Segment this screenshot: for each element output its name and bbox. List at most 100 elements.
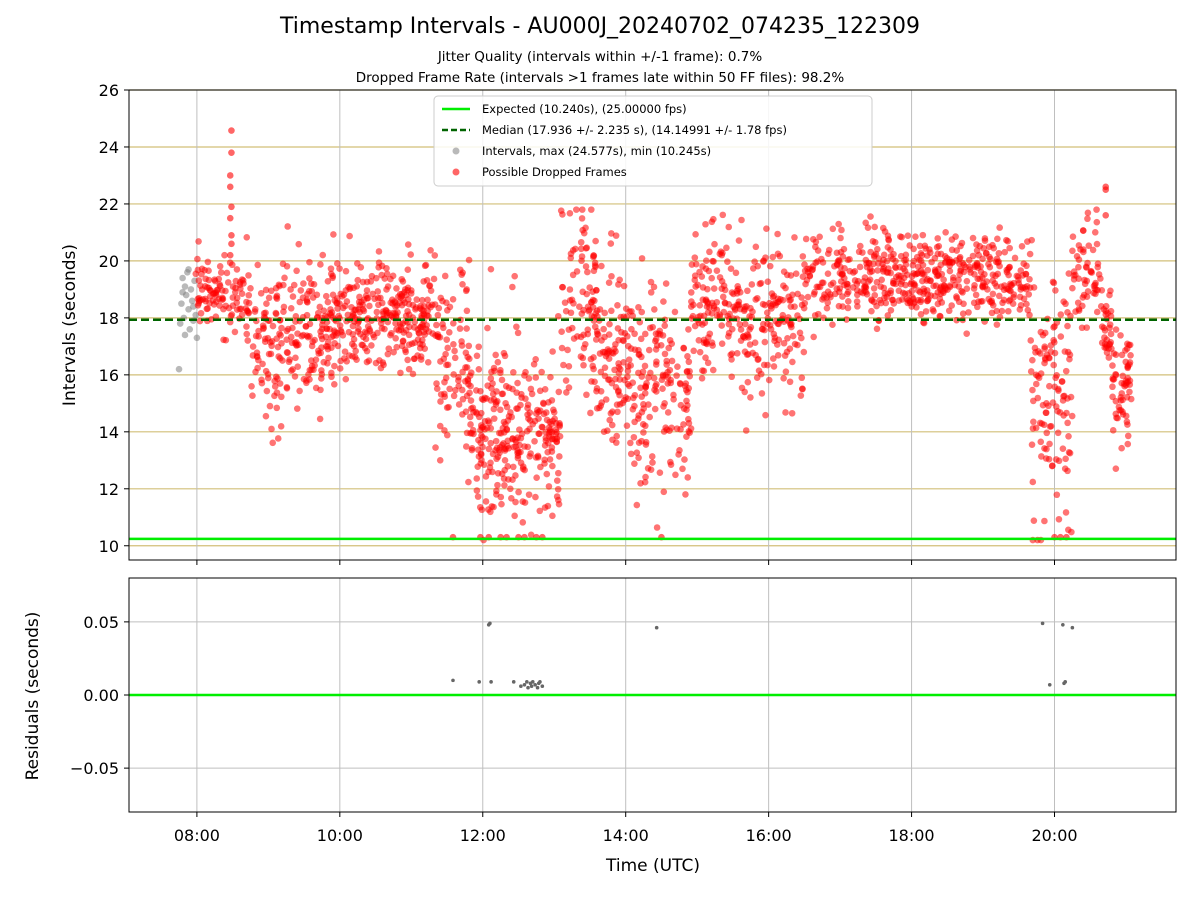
dropped-frame-point <box>496 429 503 437</box>
dropped-frame-point <box>462 408 470 415</box>
dropped-frame-point <box>1068 412 1076 420</box>
dropped-frame-point <box>330 381 338 388</box>
dropped-frame-point <box>691 272 699 279</box>
dropped-frame-point <box>463 364 471 371</box>
dropped-frame-point <box>525 375 533 382</box>
dropped-frame-point <box>482 473 490 480</box>
dropped-frame-point <box>627 450 635 458</box>
residual-point <box>654 625 659 630</box>
dropped-frame-point <box>931 266 939 274</box>
dropped-frame-point <box>660 488 668 496</box>
dropped-frame-point <box>798 374 806 382</box>
dropped-frame-point <box>521 466 528 474</box>
dropped-frame-point <box>799 253 807 260</box>
dropped-frame-point <box>466 355 473 363</box>
dropped-frame-point <box>698 374 706 382</box>
dropped-frame-point <box>559 211 566 218</box>
dropped-frame-point <box>249 392 256 399</box>
dropped-frame-point <box>366 302 373 310</box>
dropped-frame-point <box>672 471 679 479</box>
dropped-frame-point <box>1040 421 1048 429</box>
dropped-frame-point <box>248 383 255 390</box>
dropped-frame-point <box>680 405 688 412</box>
dropped-frame-point <box>791 303 798 310</box>
dropped-frame-point <box>801 299 809 307</box>
legend-dropped-label: Possible Dropped Frames <box>482 165 627 179</box>
dropped-frame-point <box>199 296 207 303</box>
dropped-frame-point <box>816 233 823 241</box>
dropped-frame-point <box>1041 517 1048 525</box>
dropped-frame-point <box>638 308 646 316</box>
dropped-frame-point <box>1059 445 1067 452</box>
dropped-frame-point <box>353 282 361 290</box>
dropped-frame-point <box>437 294 445 302</box>
dropped-frame-point <box>583 290 591 298</box>
dropped-frame-point <box>294 330 301 337</box>
dropped-frame-point <box>350 342 358 350</box>
dropped-frame-point <box>314 309 322 317</box>
dropped-frame-point <box>764 361 771 369</box>
dropped-frame-point <box>1064 322 1071 330</box>
dropped-frame-point <box>980 244 987 252</box>
dropped-frame-point <box>274 435 282 442</box>
dropped-frame-point <box>829 279 837 287</box>
dropped-frame-point <box>661 322 669 329</box>
dropped-frame-point <box>936 312 944 320</box>
dropped-frame-point <box>897 252 905 260</box>
dropped-frame-point <box>434 311 442 319</box>
dropped-frame-point <box>245 272 252 279</box>
dropped-frame-point <box>383 286 390 293</box>
dropped-frame-point <box>420 310 427 318</box>
dropped-frame-point <box>430 275 438 283</box>
dropped-frame-point <box>718 322 726 329</box>
dropped-frame-point <box>553 435 561 442</box>
dropped-frame-point <box>969 234 977 242</box>
dropped-frame-point <box>596 306 604 313</box>
dropped-frame-point <box>473 487 481 494</box>
dropped-frame-point <box>228 240 235 248</box>
dropped-frame-point <box>591 378 598 386</box>
dropped-frame-point <box>656 469 664 476</box>
dropped-frame-point <box>413 296 421 303</box>
dropped-frame-point <box>222 287 229 295</box>
dropped-frame-point <box>492 401 500 408</box>
interval-point <box>179 274 186 282</box>
dropped-frame-point <box>399 320 406 327</box>
dropped-frame-point <box>532 374 540 381</box>
dropped-frame-point <box>1055 387 1062 394</box>
dropped-frame-point <box>1058 378 1066 385</box>
dropped-frame-point <box>573 268 581 275</box>
dropped-frame-point <box>721 299 729 306</box>
dropped-frame-point <box>1049 278 1057 286</box>
dropped-frame-point <box>383 270 391 278</box>
dropped-frame-point <box>318 367 325 374</box>
dropped-frame-point <box>290 281 298 289</box>
dropped-frame-point <box>727 265 735 273</box>
dropped-frame-point <box>590 365 597 373</box>
dropped-frame-point <box>1127 395 1135 403</box>
dropped-frame-point <box>497 493 505 501</box>
dropped-frame-point <box>904 232 912 240</box>
dropped-frame-point <box>921 242 929 250</box>
dropped-frame-point <box>959 310 967 317</box>
dropped-frame-point <box>243 234 251 241</box>
dropped-frame-point <box>752 243 760 251</box>
residual-point <box>511 680 516 684</box>
dropped-frame-point <box>1064 395 1071 402</box>
dropped-frame-point <box>436 457 444 464</box>
dropped-frame-point <box>1109 375 1117 382</box>
dropped-frame-point <box>833 249 841 257</box>
dropped-frame-point <box>685 358 693 366</box>
dropped-frame-point <box>700 339 708 346</box>
dropped-frame-point <box>391 310 399 317</box>
dropped-frame-point <box>265 294 273 302</box>
dropped-frame-point <box>683 397 690 405</box>
dropped-frame-point <box>1062 367 1070 375</box>
dropped-frame-point <box>1075 242 1083 249</box>
dropped-frame-point <box>749 265 757 272</box>
dropped-frame-point <box>629 406 637 413</box>
dropped-frame-point <box>741 388 748 396</box>
dropped-frame-point <box>1048 462 1056 470</box>
dropped-frame-point <box>994 270 1002 278</box>
dropped-frame-point <box>652 335 660 343</box>
